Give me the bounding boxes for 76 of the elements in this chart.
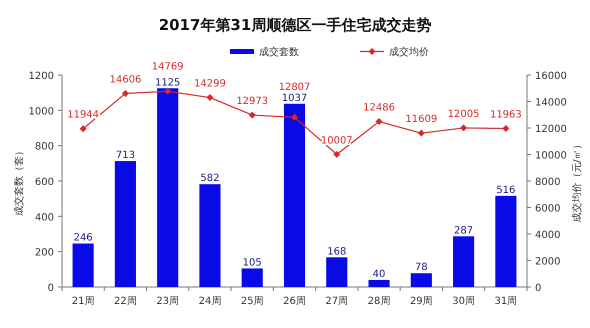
- y-tick-label: 600: [34, 177, 54, 188]
- data-label: 246: [74, 232, 93, 244]
- data-label: 516: [496, 184, 516, 196]
- chart-title: 2017年第31周顺德区一手住宅成交走势: [158, 16, 432, 34]
- data-label: 1125: [154, 77, 180, 88]
- data-label: 14769: [152, 61, 184, 72]
- y2-tick-label: 10000: [535, 150, 567, 162]
- bar: [242, 268, 263, 287]
- y2-tick-label: 2000: [535, 256, 560, 268]
- bar: [368, 280, 390, 287]
- point: [333, 150, 340, 158]
- y2-tick-label: 12000: [535, 124, 567, 135]
- legend-label: 成交套数: [259, 46, 299, 58]
- data-label: 582: [200, 173, 220, 184]
- x-tick-label: 27周: [325, 296, 348, 307]
- data-label: 11963: [490, 109, 522, 120]
- bar: [284, 104, 306, 287]
- bar: [410, 273, 432, 287]
- data-label: 12005: [448, 108, 480, 120]
- point: [376, 118, 383, 126]
- y-axis-title: 成交套数（套）: [13, 146, 25, 216]
- y-tick-label: 1200: [28, 71, 54, 82]
- legend-label: 成交均价: [389, 46, 429, 58]
- point: [164, 88, 172, 95]
- data-label: 1037: [282, 92, 308, 104]
- bar: [453, 236, 474, 287]
- data-label: 11609: [405, 114, 438, 126]
- x-tick-label: 30周: [452, 296, 475, 307]
- bar: [326, 257, 348, 287]
- data-label: 14606: [110, 74, 142, 86]
- y2-tick-label: 14000: [535, 98, 567, 108]
- y2-tick-label: 4000: [535, 230, 560, 241]
- x-tick-label: 21周: [72, 296, 95, 307]
- data-label: 12807: [278, 82, 310, 93]
- point: [502, 124, 510, 132]
- x-tick-label: 22周: [114, 296, 137, 307]
- y-tick-label: 1000: [28, 106, 54, 118]
- x-tick-label: 24周: [198, 296, 222, 307]
- x-tick-label: 23周: [156, 296, 180, 307]
- x-tick-label: 26周: [283, 296, 306, 307]
- point: [418, 130, 425, 137]
- data-label: 10007: [320, 135, 353, 146]
- y2-tick-label: 6000: [535, 204, 560, 214]
- x-tick-label: 28周: [368, 296, 390, 307]
- data-label: 11944: [67, 110, 100, 121]
- bar: [199, 184, 221, 287]
- x-tick-label: 25周: [240, 296, 264, 307]
- data-label: 287: [454, 225, 474, 236]
- point: [248, 112, 256, 119]
- data-label: 40: [372, 268, 386, 280]
- y-tick-label: 200: [34, 248, 54, 259]
- y2-axis-title: 成交均价（元/㎡）: [571, 139, 583, 223]
- x-tick-label: 29周: [410, 296, 433, 307]
- data-label: 14299: [194, 78, 226, 90]
- point: [80, 125, 87, 132]
- y-tick-label: 0: [48, 283, 54, 294]
- y-tick-label: 800: [34, 142, 54, 153]
- data-label: 12486: [363, 102, 395, 114]
- y2-tick-label: 0: [535, 283, 542, 294]
- y2-tick-label: 8000: [535, 177, 560, 188]
- data-label: 713: [116, 150, 135, 162]
- y2-tick-label: 16000: [535, 71, 567, 82]
- data-label: 78: [414, 262, 428, 274]
- x-tick-label: 31周: [494, 296, 518, 307]
- point: [460, 124, 468, 132]
- bar: [495, 196, 516, 287]
- bar: [114, 161, 136, 287]
- bar: [72, 244, 94, 287]
- y-tick-label: 400: [34, 212, 54, 224]
- bar: [157, 88, 178, 287]
- data-label: 105: [242, 257, 262, 268]
- data-label: 12973: [236, 96, 268, 108]
- point: [291, 114, 298, 121]
- point: [122, 90, 129, 97]
- point: [206, 94, 214, 102]
- data-label: 168: [327, 246, 346, 258]
